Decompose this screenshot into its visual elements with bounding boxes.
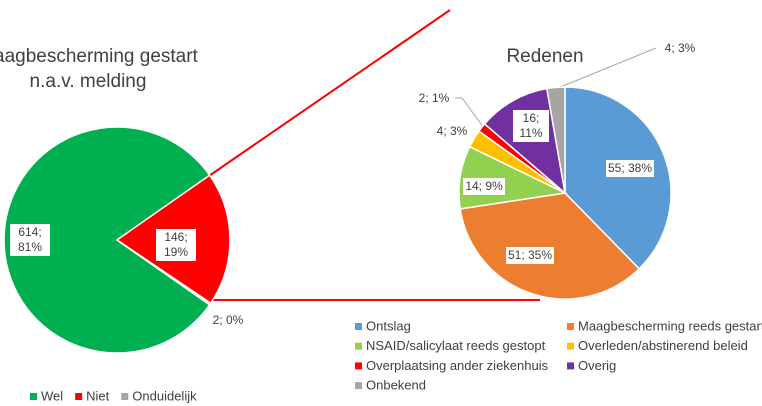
legend-swatch <box>355 342 362 350</box>
data-label: 16; 11% <box>513 106 549 146</box>
data-label: 4; 3% <box>427 111 477 151</box>
data-label: 2; 1% <box>409 78 459 118</box>
legend-label: Overplaatsing ander ziekenhuis <box>366 358 549 373</box>
data-label: 4; 3% <box>655 28 705 68</box>
data-label: 14; 9% <box>454 166 514 206</box>
leader-line <box>455 97 485 129</box>
data-label: 14; 9% <box>454 166 514 206</box>
data-label: 51; 35% <box>495 235 565 275</box>
data-label: 55; 38% <box>595 148 665 188</box>
data-label-text: 55; 38% <box>605 159 655 177</box>
data-label-text: 51; 35% <box>505 246 555 264</box>
legend-swatch <box>121 393 129 400</box>
legend-label: Wel <box>41 388 63 403</box>
legend-swatch <box>355 382 362 390</box>
legend-swatch <box>567 362 574 370</box>
data-label-text: 146; 19% <box>156 229 196 261</box>
pie-slice <box>459 192 641 300</box>
legend-label: Niet <box>86 388 110 403</box>
data-label: 55; 38% <box>595 148 665 188</box>
data-label-text: 4; 3% <box>662 39 698 57</box>
data-label: 51; 35% <box>495 235 565 275</box>
chart-title: n.a.v. melding <box>30 71 147 92</box>
legend-swatch <box>355 362 362 370</box>
legend-swatch <box>75 393 83 400</box>
pie-slice <box>545 86 566 194</box>
legend-swatch <box>567 342 574 350</box>
legend-label: Overleden/abstinerend beleid <box>578 338 748 353</box>
legend-label: Maagbescherming reeds gestart <box>578 318 762 333</box>
data-label: 16; 11% <box>513 106 549 146</box>
data-label: 4; 3% <box>427 111 477 151</box>
data-label: 2; 1% <box>409 78 459 118</box>
legend-swatch <box>355 323 362 330</box>
data-label-text: 4; 3% <box>434 122 470 140</box>
data-label: 146; 19% <box>156 225 196 265</box>
legend-label: NSAID/salicylaat reeds gestopt <box>366 338 546 353</box>
legend-label: Onbekend <box>366 378 426 393</box>
leader-line <box>557 47 657 89</box>
chart-title: Redenen <box>506 46 583 67</box>
data-label-text: 14; 9% <box>463 177 505 195</box>
legend-swatch <box>30 393 37 400</box>
data-label: 614; 81% <box>10 220 50 260</box>
data-label-text: 2; 1% <box>416 89 452 107</box>
data-label-text: 614; 81% <box>10 224 50 256</box>
data-label: 614; 81% <box>10 220 50 260</box>
data-label-text: 2; 0% <box>210 311 246 329</box>
pie-slice <box>116 239 212 306</box>
data-label: 146; 19% <box>156 225 196 265</box>
data-label-text: 16; 11% <box>513 110 549 142</box>
data-label: 4; 3% <box>655 28 705 68</box>
legend-label: Onduidelijk <box>132 388 197 403</box>
legend-swatch <box>567 323 574 330</box>
pie-slice <box>3 126 211 354</box>
pie-slice <box>564 86 672 270</box>
chart-title: Maagbescherming gestart <box>0 46 199 67</box>
data-label: 2; 0% <box>198 300 258 340</box>
legend-label: Ontslag <box>366 318 411 333</box>
legend-label: Overig <box>578 358 616 373</box>
data-label: 2; 0% <box>198 300 258 340</box>
